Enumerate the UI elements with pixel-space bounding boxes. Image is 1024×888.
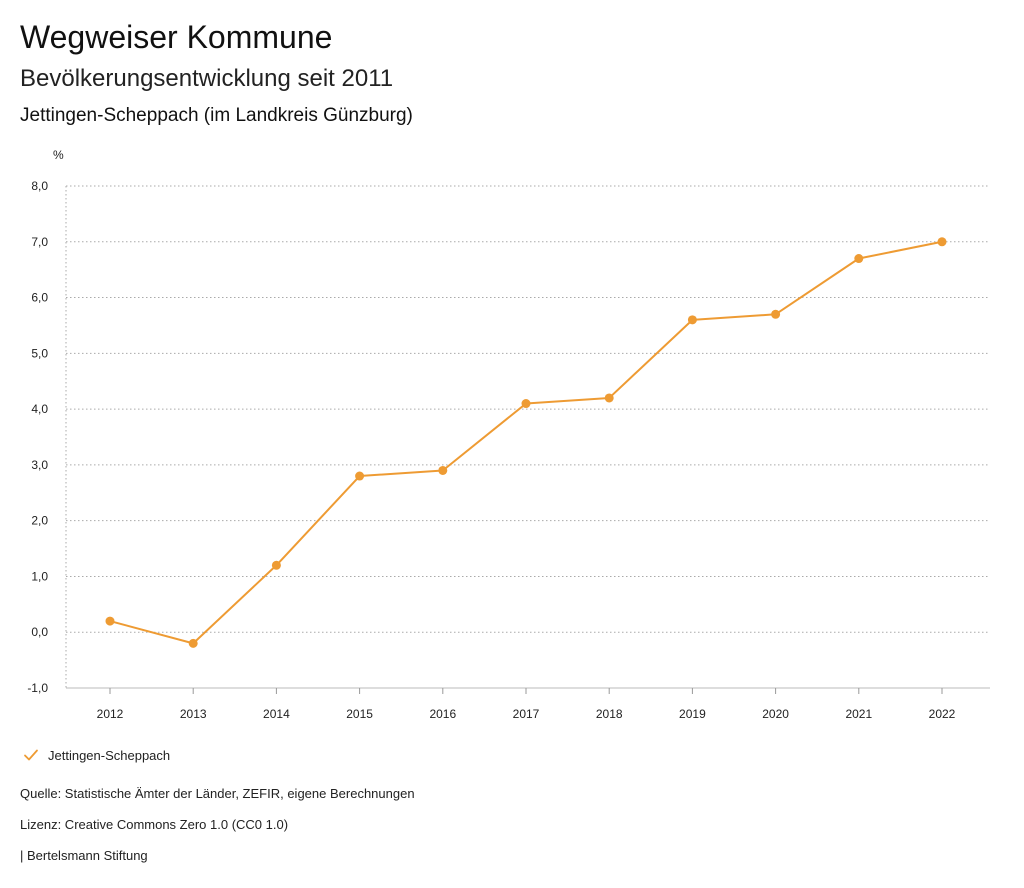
y-tick-label: 5,0	[31, 346, 48, 360]
x-tick-label: 2020	[762, 707, 789, 721]
data-point-2016	[438, 465, 448, 475]
y-tick-label: 3,0	[31, 458, 48, 472]
y-axis-unit: %	[53, 148, 64, 162]
data-point-2012	[105, 616, 115, 626]
line-chart: % -1,0 0,0 1,0 2,0 3,0 4,0 5,0 6,0 7,0 8,0 2012 2013…	[27, 148, 990, 721]
data-point-2014	[271, 560, 281, 570]
x-tick-label: 2012	[97, 707, 124, 721]
y-tick-label: 8,0	[31, 179, 48, 193]
data-point-2019	[687, 315, 697, 325]
x-tick-label: 2017	[513, 707, 540, 721]
y-tick-label: 4,0	[31, 402, 48, 416]
data-point-2020	[771, 309, 781, 319]
chart-subtitle: Bevölkerungsentwicklung seit 2011	[20, 65, 394, 92]
x-tick-label: 2019	[679, 707, 706, 721]
x-tick-label: 2018	[596, 707, 623, 721]
x-tick-label: 2013	[180, 707, 207, 721]
x-tick-label: 2021	[845, 707, 872, 721]
x-tick-label: 2014	[263, 707, 290, 721]
license-note: Lizenz: Creative Commons Zero 1.0 (CC0 1…	[20, 817, 289, 832]
region-label: Jettingen-Scheppach (im Landkreis Günzbu…	[20, 105, 413, 126]
legend-label: Jettingen-Scheppach	[48, 747, 171, 763]
data-point-2017	[521, 399, 531, 409]
x-tick-label: 2016	[429, 707, 456, 721]
series-line-jettingen-scheppach	[109, 240, 943, 645]
y-tick-label: 6,0	[31, 291, 48, 305]
check-icon	[24, 749, 38, 761]
x-tick-label: 2015	[346, 707, 373, 721]
y-tick-label: 0,0	[31, 625, 48, 639]
source-note: Quelle: Statistische Ämter der Länder, Z…	[20, 786, 415, 801]
y-tick-label: 7,0	[31, 235, 48, 249]
legend-item-jettingen-scheppach[interactable]: Jettingen-Scheppach	[22, 744, 170, 766]
chart-title: Wegweiser Kommune	[20, 19, 333, 55]
data-point-2018	[604, 393, 614, 403]
y-tick-label: 1,0	[31, 569, 48, 583]
y-tick-label: -1,0	[27, 681, 48, 695]
credit-note: | Bertelsmann Stiftung	[20, 848, 148, 863]
data-point-2022	[937, 237, 947, 247]
data-point-2021	[854, 254, 864, 264]
x-tick-label: 2022	[929, 707, 956, 721]
data-point-2015	[355, 471, 365, 481]
data-point-2013	[188, 638, 198, 648]
y-tick-label: 2,0	[31, 514, 48, 528]
